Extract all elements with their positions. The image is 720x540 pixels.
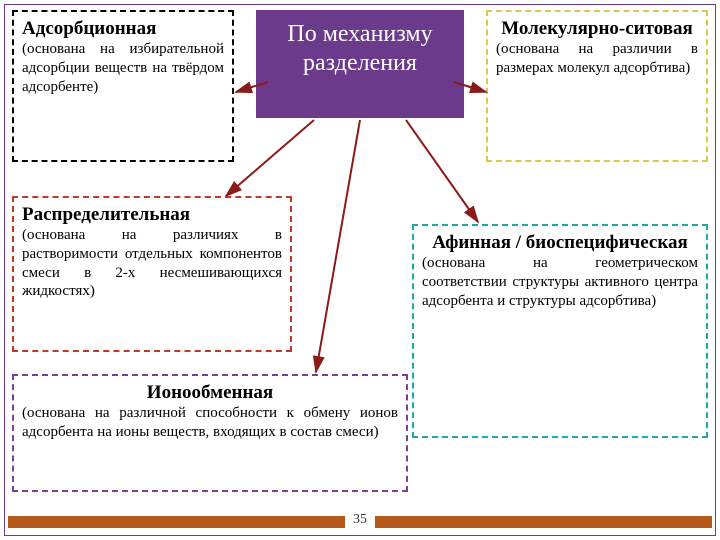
ion-exchange-desc: (основана на различной способности к обм… (22, 404, 398, 442)
adsorption-title: Адсорбционная (22, 18, 224, 40)
ion-exchange-title: Ионообменная (22, 382, 398, 404)
footer: 35 (8, 510, 712, 534)
affinity-desc: (основана на геометрическом соответствии… (422, 254, 698, 310)
box-adsorption: Адсорбционная (основана на избирательной… (12, 10, 234, 162)
molecular-sieve-desc: (основана на различии в размерах молекул… (496, 40, 698, 78)
distribution-desc: (основана на различиях в растворимости о… (22, 226, 282, 301)
page-number: 35 (345, 512, 375, 528)
box-molecular-sieve: Молекулярно-ситовая (основана на различи… (486, 10, 708, 162)
box-affinity: Афинная / биоспецифическая (основана на … (412, 224, 708, 438)
affinity-title: Афинная / биоспецифическая (422, 232, 698, 254)
adsorption-desc: (основана на избирательной адсорбции вещ… (22, 40, 224, 96)
center-box: По механизму разделения (256, 10, 464, 118)
box-ion-exchange: Ионообменная (основана на различной спос… (12, 374, 408, 492)
box-distribution: Распределительная (основана на различиях… (12, 196, 292, 352)
molecular-sieve-title: Молекулярно-ситовая (496, 18, 698, 40)
distribution-title: Распределительная (22, 204, 282, 226)
center-text: По механизму разделения (287, 21, 432, 76)
